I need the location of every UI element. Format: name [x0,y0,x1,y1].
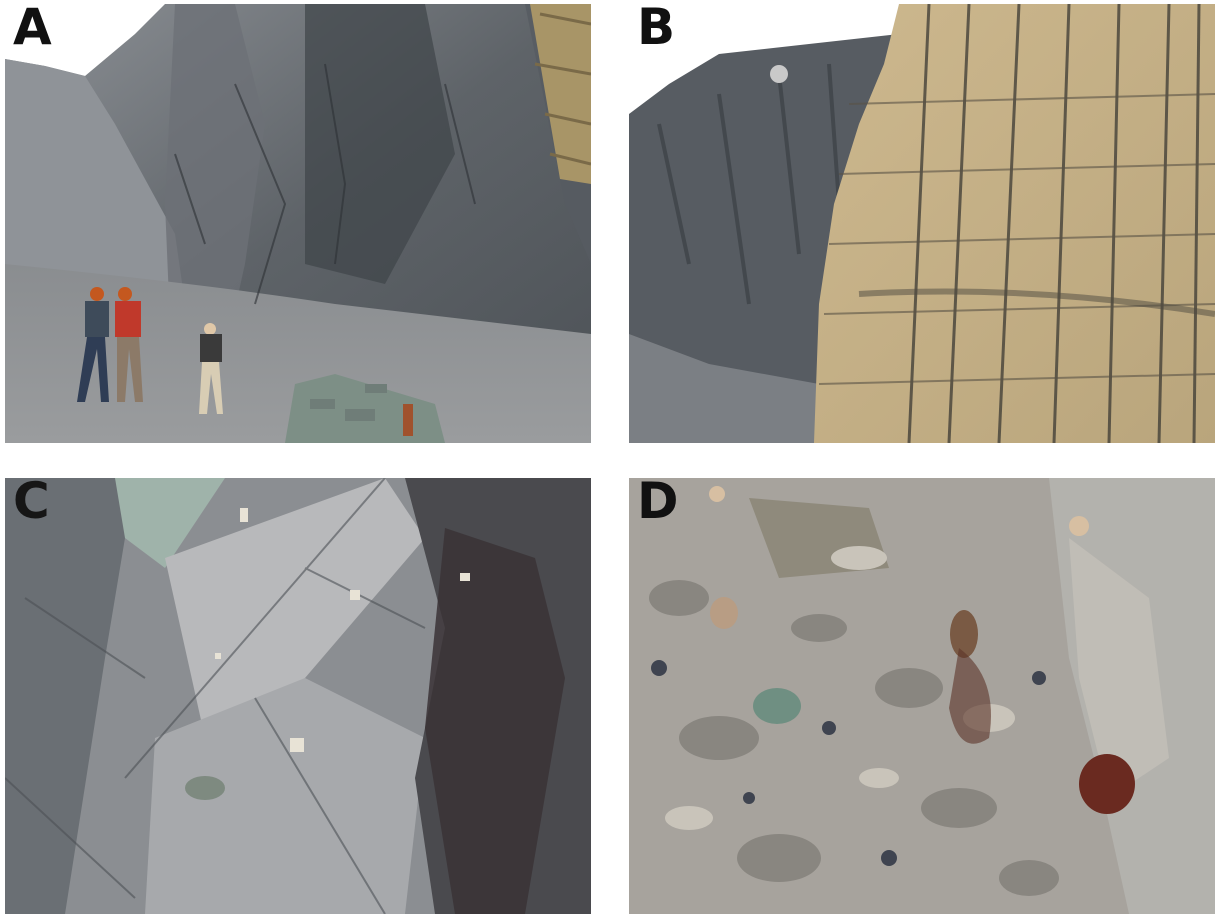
outcrop-photo-a [5,4,591,443]
photo-panel-d: D [629,478,1215,914]
geologist-figures [77,287,223,414]
panel-label-d: D [637,478,679,530]
panel-label-c: C [13,478,50,530]
panel-label-b: B [637,4,676,56]
photo-panel-b: B [629,4,1215,443]
outcrop-photo-d [629,478,1215,914]
photo-panel-a: A [5,4,591,443]
panel-label-a: A [13,4,52,56]
photo-panel-c: C [5,478,591,914]
outcrop-photo-b [629,4,1215,443]
outcrop-photo-c [5,478,591,914]
